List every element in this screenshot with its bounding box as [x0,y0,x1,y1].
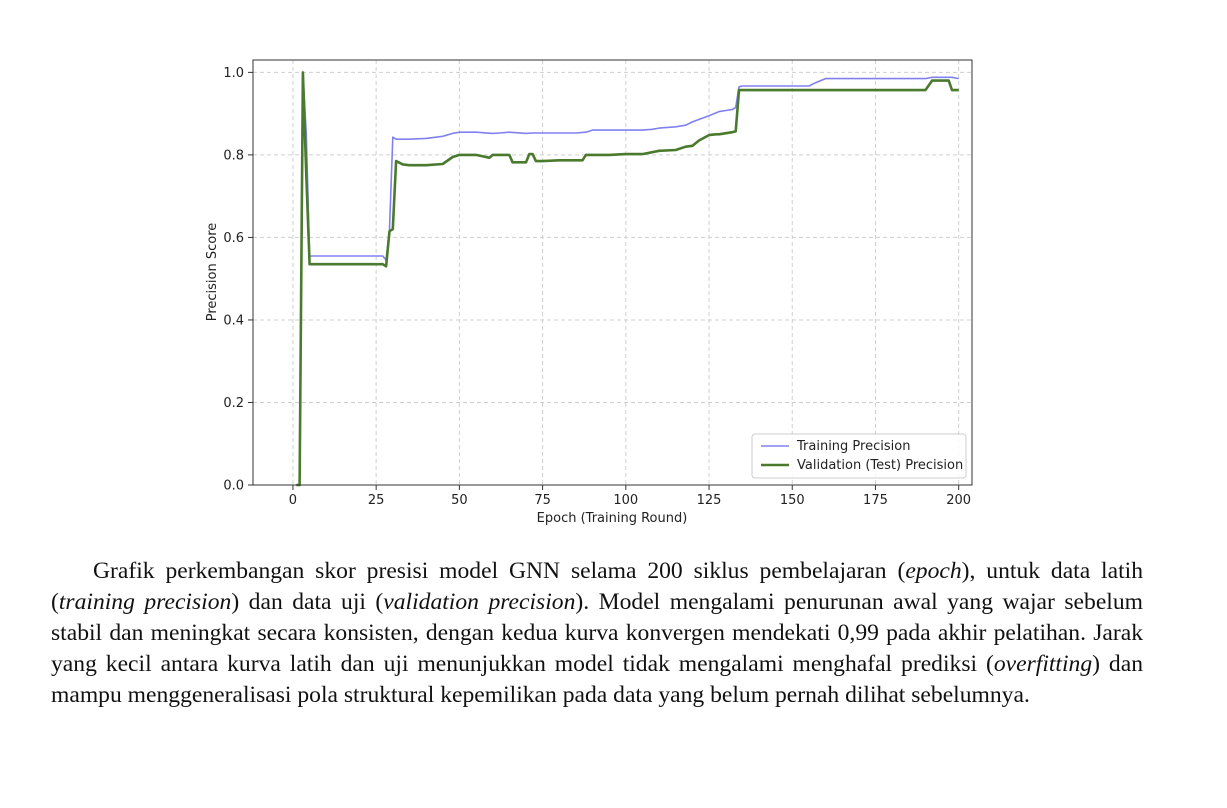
series-line-training [296,71,959,486]
legend-label-training: Training Precision [796,439,910,454]
legend-box [751,433,967,479]
x-axis-label: Epoch (Training Round) [537,511,688,526]
precision-chart: 0 25 50 75 100 125 150 175 200 0.0 0.2 0.4 0.6 0.8 1.… [205,59,973,526]
x-tick-label-8: 200 [946,493,971,508]
legend: Training Precision Validation (Test) Pre… [751,433,967,479]
x-tick-label-6: 150 [780,493,805,508]
plot-frame [252,59,973,486]
y-tick-label-1: 0.2 [223,396,244,411]
x-axis-ticks: 0 25 50 75 100 125 150 175 200 [289,485,971,508]
y-tick-label-5: 1.0 [223,66,244,81]
x-tick-label-3: 75 [534,493,551,508]
y-axis-label: Precision Score [205,223,220,322]
series-layer [296,71,959,487]
y-tick-label-4: 0.8 [223,148,244,163]
caption-term-validation: validation precision [383,589,576,615]
x-tick-label-2: 50 [451,493,468,508]
x-tick-label-1: 25 [368,493,385,508]
y-tick-label-3: 0.6 [223,231,244,246]
x-tick-label-4: 100 [613,493,638,508]
caption-term-overfitting: overfitting [993,651,1093,677]
caption-term-epoch: epoch [905,558,962,584]
y-axis-ticks: 0.0 0.2 0.4 0.6 0.8 1.0 [223,66,253,494]
figure-caption: Grafik perkembangan skor presisi model G… [51,558,1144,708]
x-tick-label-7: 175 [863,493,888,508]
y-tick-label-0: 0.0 [223,479,244,494]
x-tick-label-5: 125 [697,493,722,508]
legend-label-validation: Validation (Test) Precision [797,458,963,473]
y-tick-label-2: 0.4 [223,313,244,328]
x-tick-label-0: 0 [289,493,297,508]
caption-term-training: training precision [58,589,232,615]
grid-lines [253,60,972,486]
series-line-validation [296,71,959,487]
